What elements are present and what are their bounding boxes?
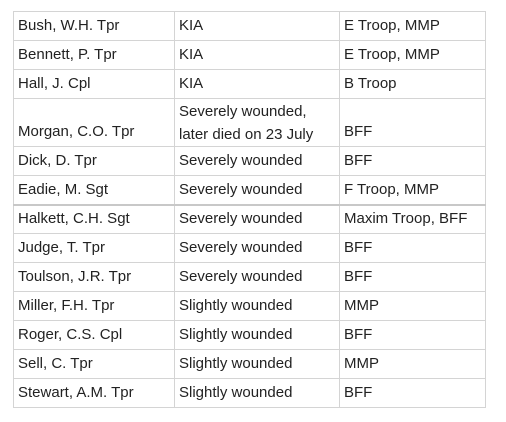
table-row: Sell, C. Tpr Slightly wounded MMP — [13, 349, 486, 379]
name-cell: Judge, T. Tpr — [13, 233, 175, 263]
casualty-table-body: Bush, W.H. Tpr KIA E Troop, MMP Bennett,… — [13, 11, 486, 408]
name-cell: Roger, C.S. Cpl — [13, 320, 175, 350]
status-cell: Severely wounded — [174, 262, 340, 292]
unit-cell: BFF — [339, 233, 486, 263]
unit-cell: B Troop — [339, 69, 486, 99]
status-cell: Severely wounded — [174, 233, 340, 263]
table-row: Eadie, M. Sgt Severely wounded F Troop, … — [13, 175, 486, 206]
unit-cell: BFF — [339, 320, 486, 350]
table-row: Morgan, C.O. Tpr Severely wounded, later… — [13, 98, 486, 147]
table-row: Bush, W.H. Tpr KIA E Troop, MMP — [13, 11, 486, 41]
status-cell: KIA — [174, 69, 340, 99]
table-row: Stewart, A.M. Tpr Slightly wounded BFF — [13, 378, 486, 408]
casualty-table: Bush, W.H. Tpr KIA E Troop, MMP Bennett,… — [13, 11, 486, 408]
unit-cell: E Troop, MMP — [339, 11, 486, 41]
unit-cell: F Troop, MMP — [339, 175, 486, 206]
table-row: Roger, C.S. Cpl Slightly wounded BFF — [13, 320, 486, 350]
status-cell: KIA — [174, 11, 340, 41]
name-cell: Eadie, M. Sgt — [13, 175, 175, 206]
table-row: Halkett, C.H. Sgt Severely wounded Maxim… — [13, 204, 486, 234]
unit-cell: BFF — [339, 146, 486, 176]
status-line-1: Severely wounded, — [179, 103, 307, 120]
status-cell: Slightly wounded — [174, 349, 340, 379]
unit-cell: BFF — [339, 98, 486, 147]
unit-cell: MMP — [339, 349, 486, 379]
name-cell: Sell, C. Tpr — [13, 349, 175, 379]
name-cell: Hall, J. Cpl — [13, 69, 175, 99]
table-row: Hall, J. Cpl KIA B Troop — [13, 69, 486, 99]
name-cell: Bennett, P. Tpr — [13, 40, 175, 70]
name-cell: Stewart, A.M. Tpr — [13, 378, 175, 408]
unit-cell: BFF — [339, 262, 486, 292]
name-cell: Dick, D. Tpr — [13, 146, 175, 176]
status-cell: Severely wounded — [174, 146, 340, 176]
status-cell: Severely wounded — [174, 204, 340, 234]
unit-cell: BFF — [339, 378, 486, 408]
status-cell: Slightly wounded — [174, 320, 340, 350]
table-row: Dick, D. Tpr Severely wounded BFF — [13, 146, 486, 176]
name-cell: Miller, F.H. Tpr — [13, 291, 175, 321]
unit-cell: E Troop, MMP — [339, 40, 486, 70]
name-cell: Morgan, C.O. Tpr — [13, 98, 175, 147]
table-row: Toulson, J.R. Tpr Severely wounded BFF — [13, 262, 486, 292]
status-cell: Slightly wounded — [174, 291, 340, 321]
status-cell: KIA — [174, 40, 340, 70]
table-row: Judge, T. Tpr Severely wounded BFF — [13, 233, 486, 263]
name-cell: Bush, W.H. Tpr — [13, 11, 175, 41]
unit-cell: Maxim Troop, BFF — [339, 204, 486, 234]
status-cell: Slightly wounded — [174, 378, 340, 408]
name-cell: Toulson, J.R. Tpr — [13, 262, 175, 292]
name-cell: Halkett, C.H. Sgt — [13, 204, 175, 234]
status-cell: Severely wounded, later died on 23 July — [174, 98, 340, 147]
table-row: Bennett, P. Tpr KIA E Troop, MMP — [13, 40, 486, 70]
table-row: Miller, F.H. Tpr Slightly wounded MMP — [13, 291, 486, 321]
status-line-2: later died on 23 July — [179, 126, 314, 143]
status-cell: Severely wounded — [174, 175, 340, 206]
unit-cell: MMP — [339, 291, 486, 321]
